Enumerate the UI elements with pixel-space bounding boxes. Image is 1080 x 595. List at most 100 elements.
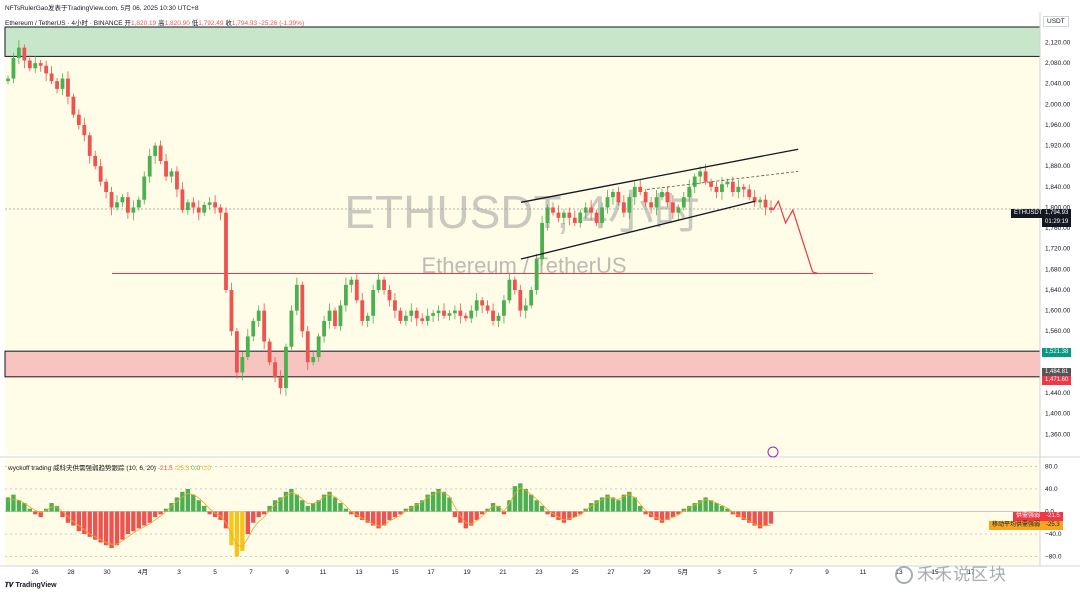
indicator-bar xyxy=(479,511,485,515)
indicator-bar xyxy=(82,511,87,535)
ohlc-legend: Ethereum / TetherUS · 4小时 · BINANCE 开1,8… xyxy=(5,17,304,27)
candle-body xyxy=(758,199,763,203)
indicator-bar xyxy=(343,508,349,512)
indicator-bar xyxy=(425,494,430,512)
candle-body xyxy=(104,181,109,193)
indicator-bar xyxy=(87,511,92,537)
currency-button[interactable]: USDT xyxy=(1043,16,1069,27)
candle-body xyxy=(218,207,223,213)
indicator-bar xyxy=(725,508,730,512)
indicator-bar xyxy=(409,505,414,512)
indicator-legend[interactable]: wyckoff trading 威科夫供需强弱趋势跟踪 (10, 6, 20) … xyxy=(8,462,211,472)
change-value: -25.26 (-1.39%) xyxy=(258,20,305,27)
indicator-bar xyxy=(588,503,594,512)
indicator-bar xyxy=(605,494,610,512)
indicator-bar xyxy=(747,511,752,523)
indicator-bar xyxy=(714,503,719,512)
indicator-bar xyxy=(316,500,321,512)
candle-body xyxy=(76,114,81,125)
candle-body xyxy=(665,192,670,203)
indicator-bar xyxy=(76,511,82,532)
candle-body xyxy=(551,207,555,213)
close-label: 收 xyxy=(225,20,232,27)
mid-level-tag: 1,484.81 xyxy=(1042,368,1072,377)
indicator-bar xyxy=(490,503,496,512)
candle-body xyxy=(136,199,141,208)
indicator-ma-value: -25.3 xyxy=(1043,521,1063,530)
candle-body xyxy=(730,181,735,193)
candle-body xyxy=(491,310,495,321)
candle-body xyxy=(169,171,174,177)
candle-body xyxy=(512,279,517,290)
open-value: 1,820.19 xyxy=(130,20,157,27)
time-tick-label: 17 xyxy=(427,569,435,576)
indicator-bar xyxy=(354,511,359,518)
indicator-ma-line xyxy=(7,487,772,547)
indicator-strength-value: -21.5 xyxy=(1043,512,1063,521)
indicator-bar xyxy=(627,491,632,512)
candle-body xyxy=(594,212,599,223)
candle-body xyxy=(147,155,152,177)
candle-body xyxy=(185,202,190,211)
candle-body xyxy=(382,279,386,290)
candle-body xyxy=(529,289,534,306)
candle-body xyxy=(480,300,485,306)
indicator-bar xyxy=(414,503,419,512)
indicator-bar xyxy=(697,500,703,512)
time-tick-label: 25 xyxy=(571,569,579,576)
candle-body xyxy=(605,197,610,208)
indicator-bar xyxy=(676,511,681,515)
candle-body xyxy=(572,217,577,223)
time-tick-label: 30 xyxy=(103,569,111,576)
candle-body xyxy=(240,357,245,373)
indicator-bar xyxy=(125,511,131,535)
indicator-bar xyxy=(191,494,196,512)
zone-resistance xyxy=(4,26,1041,57)
price-tick-label: 1,800.00 xyxy=(1045,204,1071,211)
indicator-bar xyxy=(632,497,637,512)
indicator-bar xyxy=(730,511,736,515)
candle-body xyxy=(38,63,43,66)
indicator-bar xyxy=(349,511,354,515)
time-tick-label: 17 xyxy=(967,569,975,576)
indicator-bar xyxy=(430,491,436,512)
candle-body xyxy=(322,320,327,337)
candle-body xyxy=(616,192,621,203)
candle-body xyxy=(649,202,654,208)
candle-body xyxy=(256,310,261,321)
indicator-bar xyxy=(496,505,501,512)
indicator-bar xyxy=(338,503,343,512)
candle-body xyxy=(589,207,594,213)
candle-body xyxy=(747,189,752,198)
indicator-value-1: -21.5 xyxy=(157,465,173,472)
tradingview-logo[interactable]: 𝑻𝑽 TradingView xyxy=(5,582,57,590)
candle-body xyxy=(523,305,528,311)
brand-text: TradingView xyxy=(15,582,57,589)
price-tick-label: 1,680.00 xyxy=(1045,266,1071,273)
candle-body xyxy=(736,186,741,193)
indicator-bar xyxy=(261,511,267,515)
candle-body xyxy=(11,57,16,79)
indicator-tick-label: −80.0 xyxy=(1045,554,1062,561)
candle-body xyxy=(458,310,463,316)
time-tick-label: 3 xyxy=(717,569,721,576)
indicator-bar xyxy=(152,511,158,518)
candle-body xyxy=(398,310,403,321)
indicator-bar xyxy=(567,511,572,520)
candle-body xyxy=(305,331,310,363)
candle-body xyxy=(436,310,441,314)
last-price-tag: 1,794.93 xyxy=(1042,209,1072,218)
indicator-bar xyxy=(180,491,185,512)
candle-body xyxy=(452,310,457,314)
time-tick-label: 5 xyxy=(213,569,217,576)
high-label: 高 xyxy=(158,20,165,27)
indicator-bar xyxy=(485,508,490,512)
indicator-bar xyxy=(556,511,561,520)
candle-body xyxy=(469,310,474,319)
indicator-bar xyxy=(240,511,245,551)
price-tick-label: 1,360.00 xyxy=(1045,431,1071,438)
candle-body xyxy=(703,171,708,182)
indicator-title: wyckoff trading 威科夫供需强弱趋势跟踪 (10, 6, 20) xyxy=(8,465,156,472)
indicator-bar xyxy=(550,511,556,518)
